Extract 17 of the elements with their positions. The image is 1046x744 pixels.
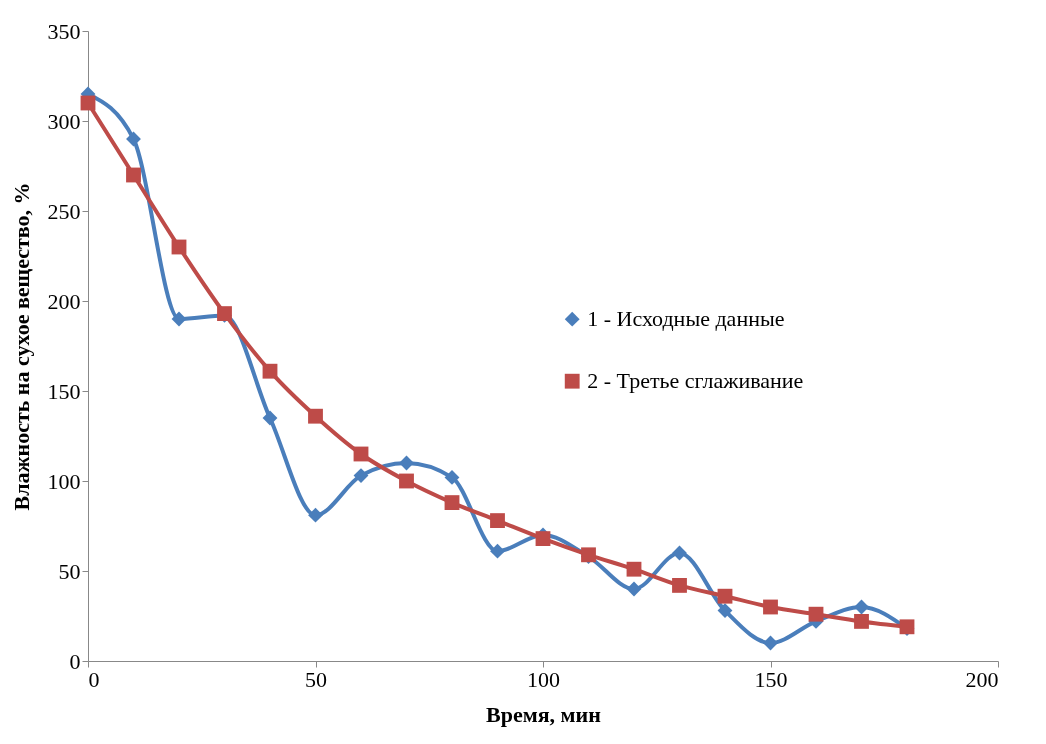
y-tick-label: 100 xyxy=(47,468,81,494)
x-tick-label: 100 xyxy=(527,666,560,692)
y-tick-label: 250 xyxy=(47,198,81,224)
y-tick-label: 200 xyxy=(47,288,81,314)
y-tick-label: 0 xyxy=(69,648,81,674)
x-tick-label: 50 xyxy=(305,666,327,692)
legend-label: 2 - Третье сглаживание xyxy=(587,368,804,394)
y-tick-label: 150 xyxy=(47,378,81,404)
y-tick-label: 300 xyxy=(47,108,81,134)
y-tick-label: 350 xyxy=(47,18,81,44)
x-tick-label: 150 xyxy=(754,666,788,692)
legend-label: 1 - Исходные данные xyxy=(587,306,785,332)
y-axis-title: Влажность на сухое вещество, % xyxy=(8,182,34,511)
x-axis-title: Время, мин xyxy=(486,701,602,727)
x-tick-label: 200 xyxy=(965,666,999,692)
x-tick-label: 0 xyxy=(88,666,100,692)
y-tick-label: 50 xyxy=(58,558,81,584)
